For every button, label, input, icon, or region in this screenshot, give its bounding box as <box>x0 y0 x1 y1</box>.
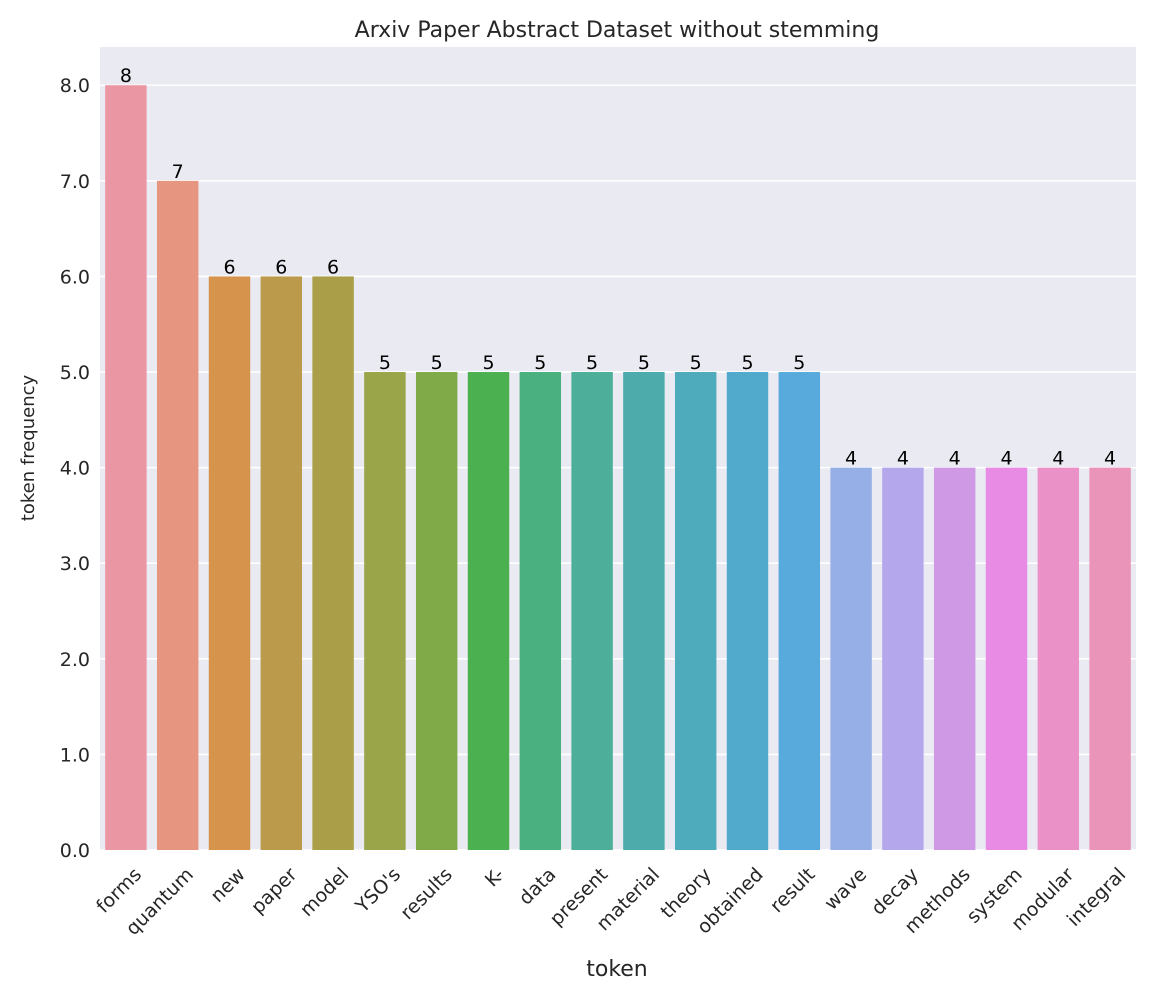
bar-value-label: 5 <box>482 352 494 374</box>
bar <box>208 276 251 850</box>
y-tick-label: 0.0 <box>60 840 90 862</box>
bar-value-labels: 8 7 6 6 6 5 5 5 5 5 5 5 5 5 4 4 4 4 4 4 <box>120 65 1116 469</box>
y-tick-label: 8.0 <box>60 75 90 97</box>
bar-value-label: 6 <box>275 256 287 278</box>
y-tick-label: 4.0 <box>60 458 90 480</box>
x-tick-label: model <box>296 864 353 921</box>
bar <box>623 372 665 850</box>
bar <box>312 276 354 850</box>
bar <box>415 372 458 850</box>
bar-value-label: 4 <box>1104 448 1116 470</box>
x-tick-label: data <box>515 864 561 910</box>
bar-value-label: 6 <box>327 256 339 278</box>
bar <box>674 372 717 850</box>
bar <box>778 372 821 850</box>
y-tick-label: 1.0 <box>60 744 90 766</box>
bar <box>364 372 406 850</box>
bar <box>260 276 303 850</box>
bar <box>933 467 976 850</box>
bar <box>726 372 769 850</box>
y-tick-label: 2.0 <box>60 649 90 671</box>
x-tick-label: K- <box>481 864 509 892</box>
bar <box>1037 467 1080 850</box>
y-axis-label: token frequency <box>18 374 39 521</box>
x-axis-label: token <box>586 957 648 982</box>
bar-value-label: 4 <box>897 448 909 470</box>
y-axis: 0.0 1.0 2.0 3.0 4.0 5.0 6.0 7.0 8.0 <box>60 75 90 862</box>
bar <box>467 372 510 850</box>
bar-value-label: 5 <box>690 352 702 374</box>
x-tick-label: results <box>396 864 457 925</box>
bar-value-label: 6 <box>223 256 235 278</box>
bar <box>519 372 562 850</box>
bar-value-label: 5 <box>638 352 650 374</box>
bar <box>830 467 872 850</box>
y-tick-label: 7.0 <box>60 171 90 193</box>
y-tick-label: 3.0 <box>60 553 90 575</box>
bar <box>105 85 147 850</box>
bar-value-label: 5 <box>741 352 753 374</box>
bar-value-label: 5 <box>379 352 391 374</box>
bar-value-label: 5 <box>793 352 805 374</box>
bar-value-label: 5 <box>534 352 546 374</box>
bar-value-label: 4 <box>1000 448 1012 470</box>
bar <box>571 372 613 850</box>
bar-value-label: 5 <box>431 352 443 374</box>
plot-area <box>100 47 1136 850</box>
bar <box>882 467 924 850</box>
x-tick-label: result <box>766 864 820 918</box>
x-tick-label: new <box>206 864 249 907</box>
chart-title: Arxiv Paper Abstract Dataset without ste… <box>355 18 880 43</box>
bar-value-label: 5 <box>586 352 598 374</box>
bar-value-label: 7 <box>172 161 184 183</box>
x-tick-label: paper <box>247 863 302 918</box>
y-tick-label: 5.0 <box>60 362 90 384</box>
x-tick-label: wave <box>820 864 871 915</box>
bar <box>985 467 1028 850</box>
bar <box>156 180 199 851</box>
bar-value-label: 4 <box>845 448 857 470</box>
bar-value-label: 4 <box>949 448 961 470</box>
bar-value-label: 4 <box>1052 448 1064 470</box>
bar <box>1089 467 1131 850</box>
bar-value-label: 8 <box>120 65 132 87</box>
bars <box>105 85 1131 851</box>
y-tick-label: 6.0 <box>60 266 90 288</box>
